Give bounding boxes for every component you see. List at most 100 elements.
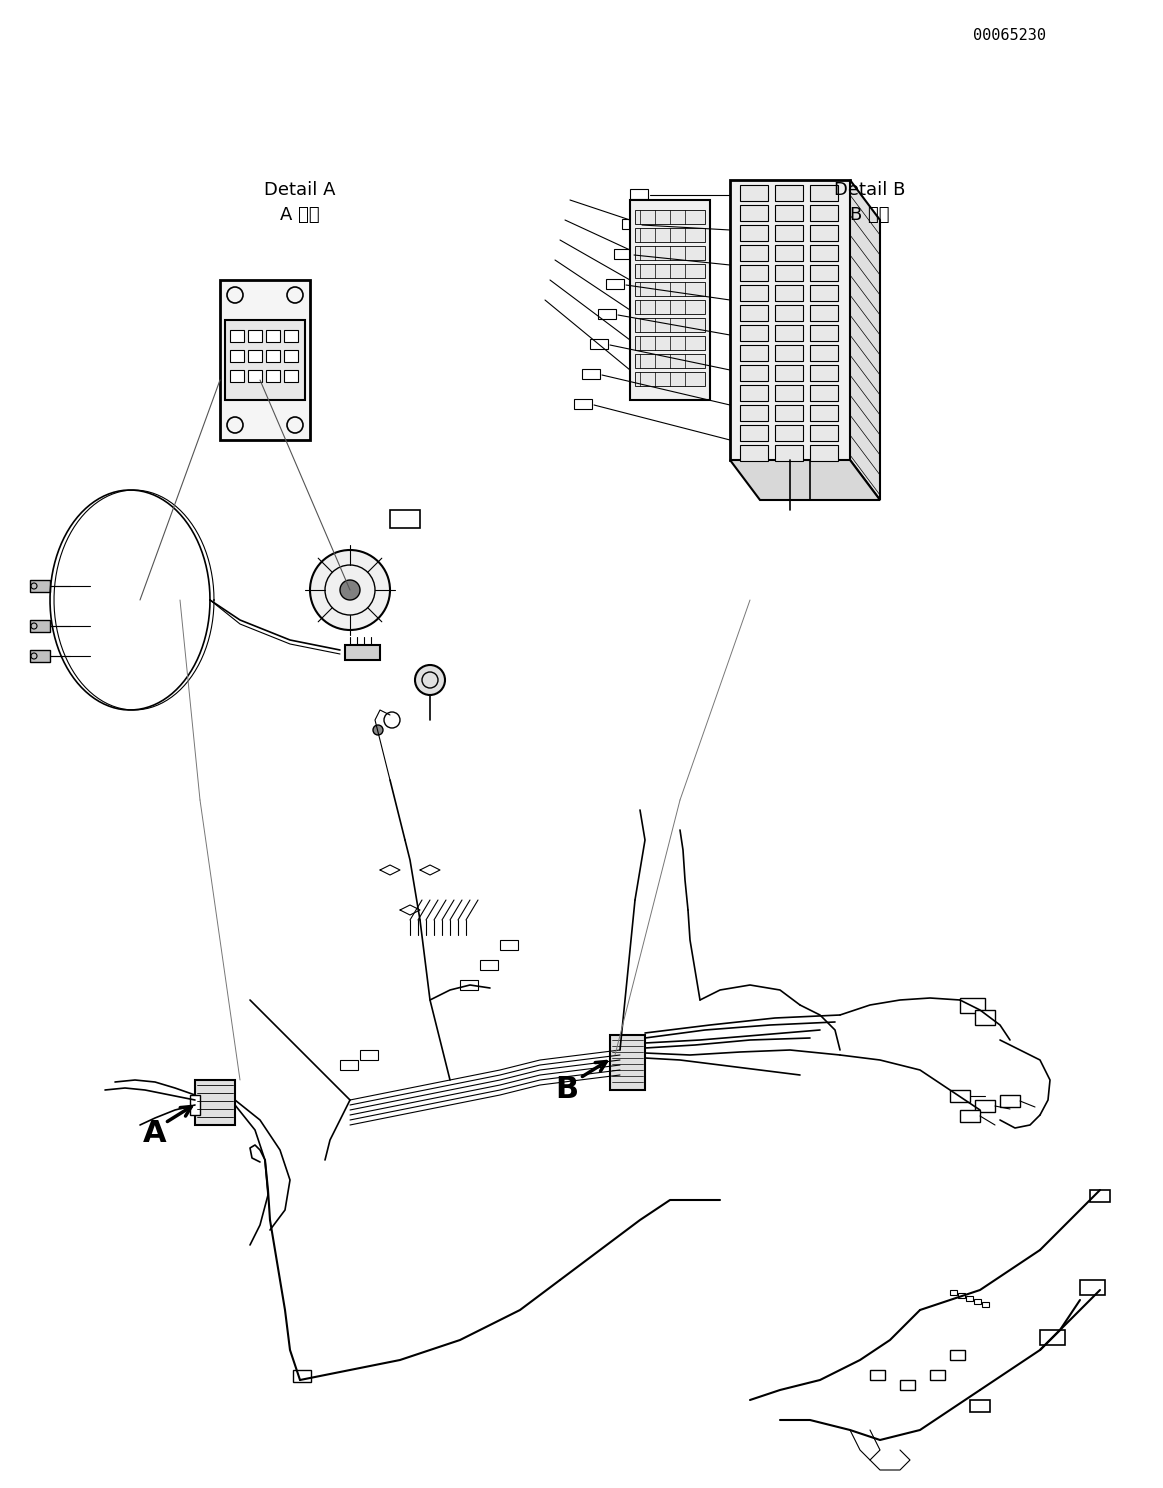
Bar [930, 1370, 946, 1379]
Bar [345, 644, 380, 661]
Bar [30, 650, 50, 662]
Bar [582, 369, 600, 379]
Polygon shape [850, 180, 880, 500]
Bar [809, 286, 839, 301]
Bar [809, 385, 839, 400]
Bar [740, 246, 768, 260]
Bar [775, 205, 802, 222]
Bar [775, 246, 802, 260]
Bar [635, 210, 705, 225]
Bar [266, 330, 280, 342]
Bar [950, 1290, 957, 1295]
Bar [606, 280, 625, 289]
Bar [809, 324, 839, 341]
Polygon shape [730, 460, 880, 500]
Bar [775, 185, 802, 201]
Bar [230, 371, 244, 382]
Bar [390, 510, 420, 528]
Bar [614, 248, 632, 259]
Bar [775, 286, 802, 301]
Bar [740, 345, 768, 362]
Bar [950, 1350, 965, 1360]
Bar [809, 405, 839, 421]
Bar [480, 960, 498, 970]
Bar [775, 405, 802, 421]
Bar [230, 330, 244, 342]
Bar [635, 228, 705, 243]
Bar [973, 1299, 982, 1303]
Bar [740, 385, 768, 400]
Bar [635, 263, 705, 278]
Bar [775, 385, 802, 400]
Text: Detail A: Detail A [264, 182, 336, 199]
Bar [809, 185, 839, 201]
Bar [740, 305, 768, 321]
Bar [635, 318, 705, 332]
Bar [622, 219, 640, 229]
Bar [1090, 1190, 1110, 1202]
Bar [966, 1296, 973, 1301]
Bar [740, 265, 768, 281]
Bar [809, 246, 839, 260]
Bar [284, 371, 298, 382]
Bar [809, 345, 839, 362]
Bar [809, 426, 839, 440]
Bar [1040, 1330, 1065, 1345]
Bar [870, 1370, 885, 1379]
Bar [740, 286, 768, 301]
Bar [809, 445, 839, 461]
Bar [30, 580, 50, 592]
Bar [950, 1091, 970, 1103]
Bar [248, 371, 262, 382]
Circle shape [311, 551, 390, 629]
Bar [635, 283, 705, 296]
Text: A: A [143, 1119, 166, 1147]
Bar [740, 365, 768, 381]
Bar [635, 354, 705, 368]
Bar [959, 998, 985, 1013]
Bar [500, 940, 518, 949]
Bar [740, 205, 768, 222]
Bar [775, 225, 802, 241]
Bar [340, 1059, 358, 1070]
Bar [284, 350, 298, 362]
Text: B: B [556, 1076, 578, 1104]
Bar [775, 445, 802, 461]
Text: B 詳細: B 詳細 [850, 205, 890, 225]
Bar [809, 265, 839, 281]
Bar [248, 350, 262, 362]
Bar [775, 365, 802, 381]
Bar [982, 1302, 989, 1306]
Bar [740, 405, 768, 421]
Bar [284, 330, 298, 342]
Bar [775, 426, 802, 440]
Bar [575, 399, 592, 409]
Bar [740, 324, 768, 341]
Bar [635, 301, 705, 314]
Bar [809, 365, 839, 381]
Bar [630, 199, 709, 400]
Bar [809, 305, 839, 321]
Bar [30, 620, 50, 632]
Bar [1080, 1280, 1105, 1295]
Bar [224, 320, 305, 400]
Bar [361, 1051, 378, 1059]
Bar [1000, 1095, 1020, 1107]
Bar [740, 445, 768, 461]
Bar [775, 324, 802, 341]
Bar [975, 1100, 996, 1112]
Bar [266, 350, 280, 362]
Bar [775, 265, 802, 281]
Circle shape [373, 725, 383, 735]
Bar [740, 225, 768, 241]
Bar [248, 330, 262, 342]
Bar [266, 371, 280, 382]
Bar [975, 1010, 996, 1025]
Bar [635, 336, 705, 350]
Text: 00065230: 00065230 [973, 27, 1047, 43]
Bar [775, 345, 802, 362]
Bar [598, 310, 616, 318]
Text: A 詳細: A 詳細 [280, 205, 320, 225]
Bar [230, 350, 244, 362]
Bar [220, 280, 311, 440]
